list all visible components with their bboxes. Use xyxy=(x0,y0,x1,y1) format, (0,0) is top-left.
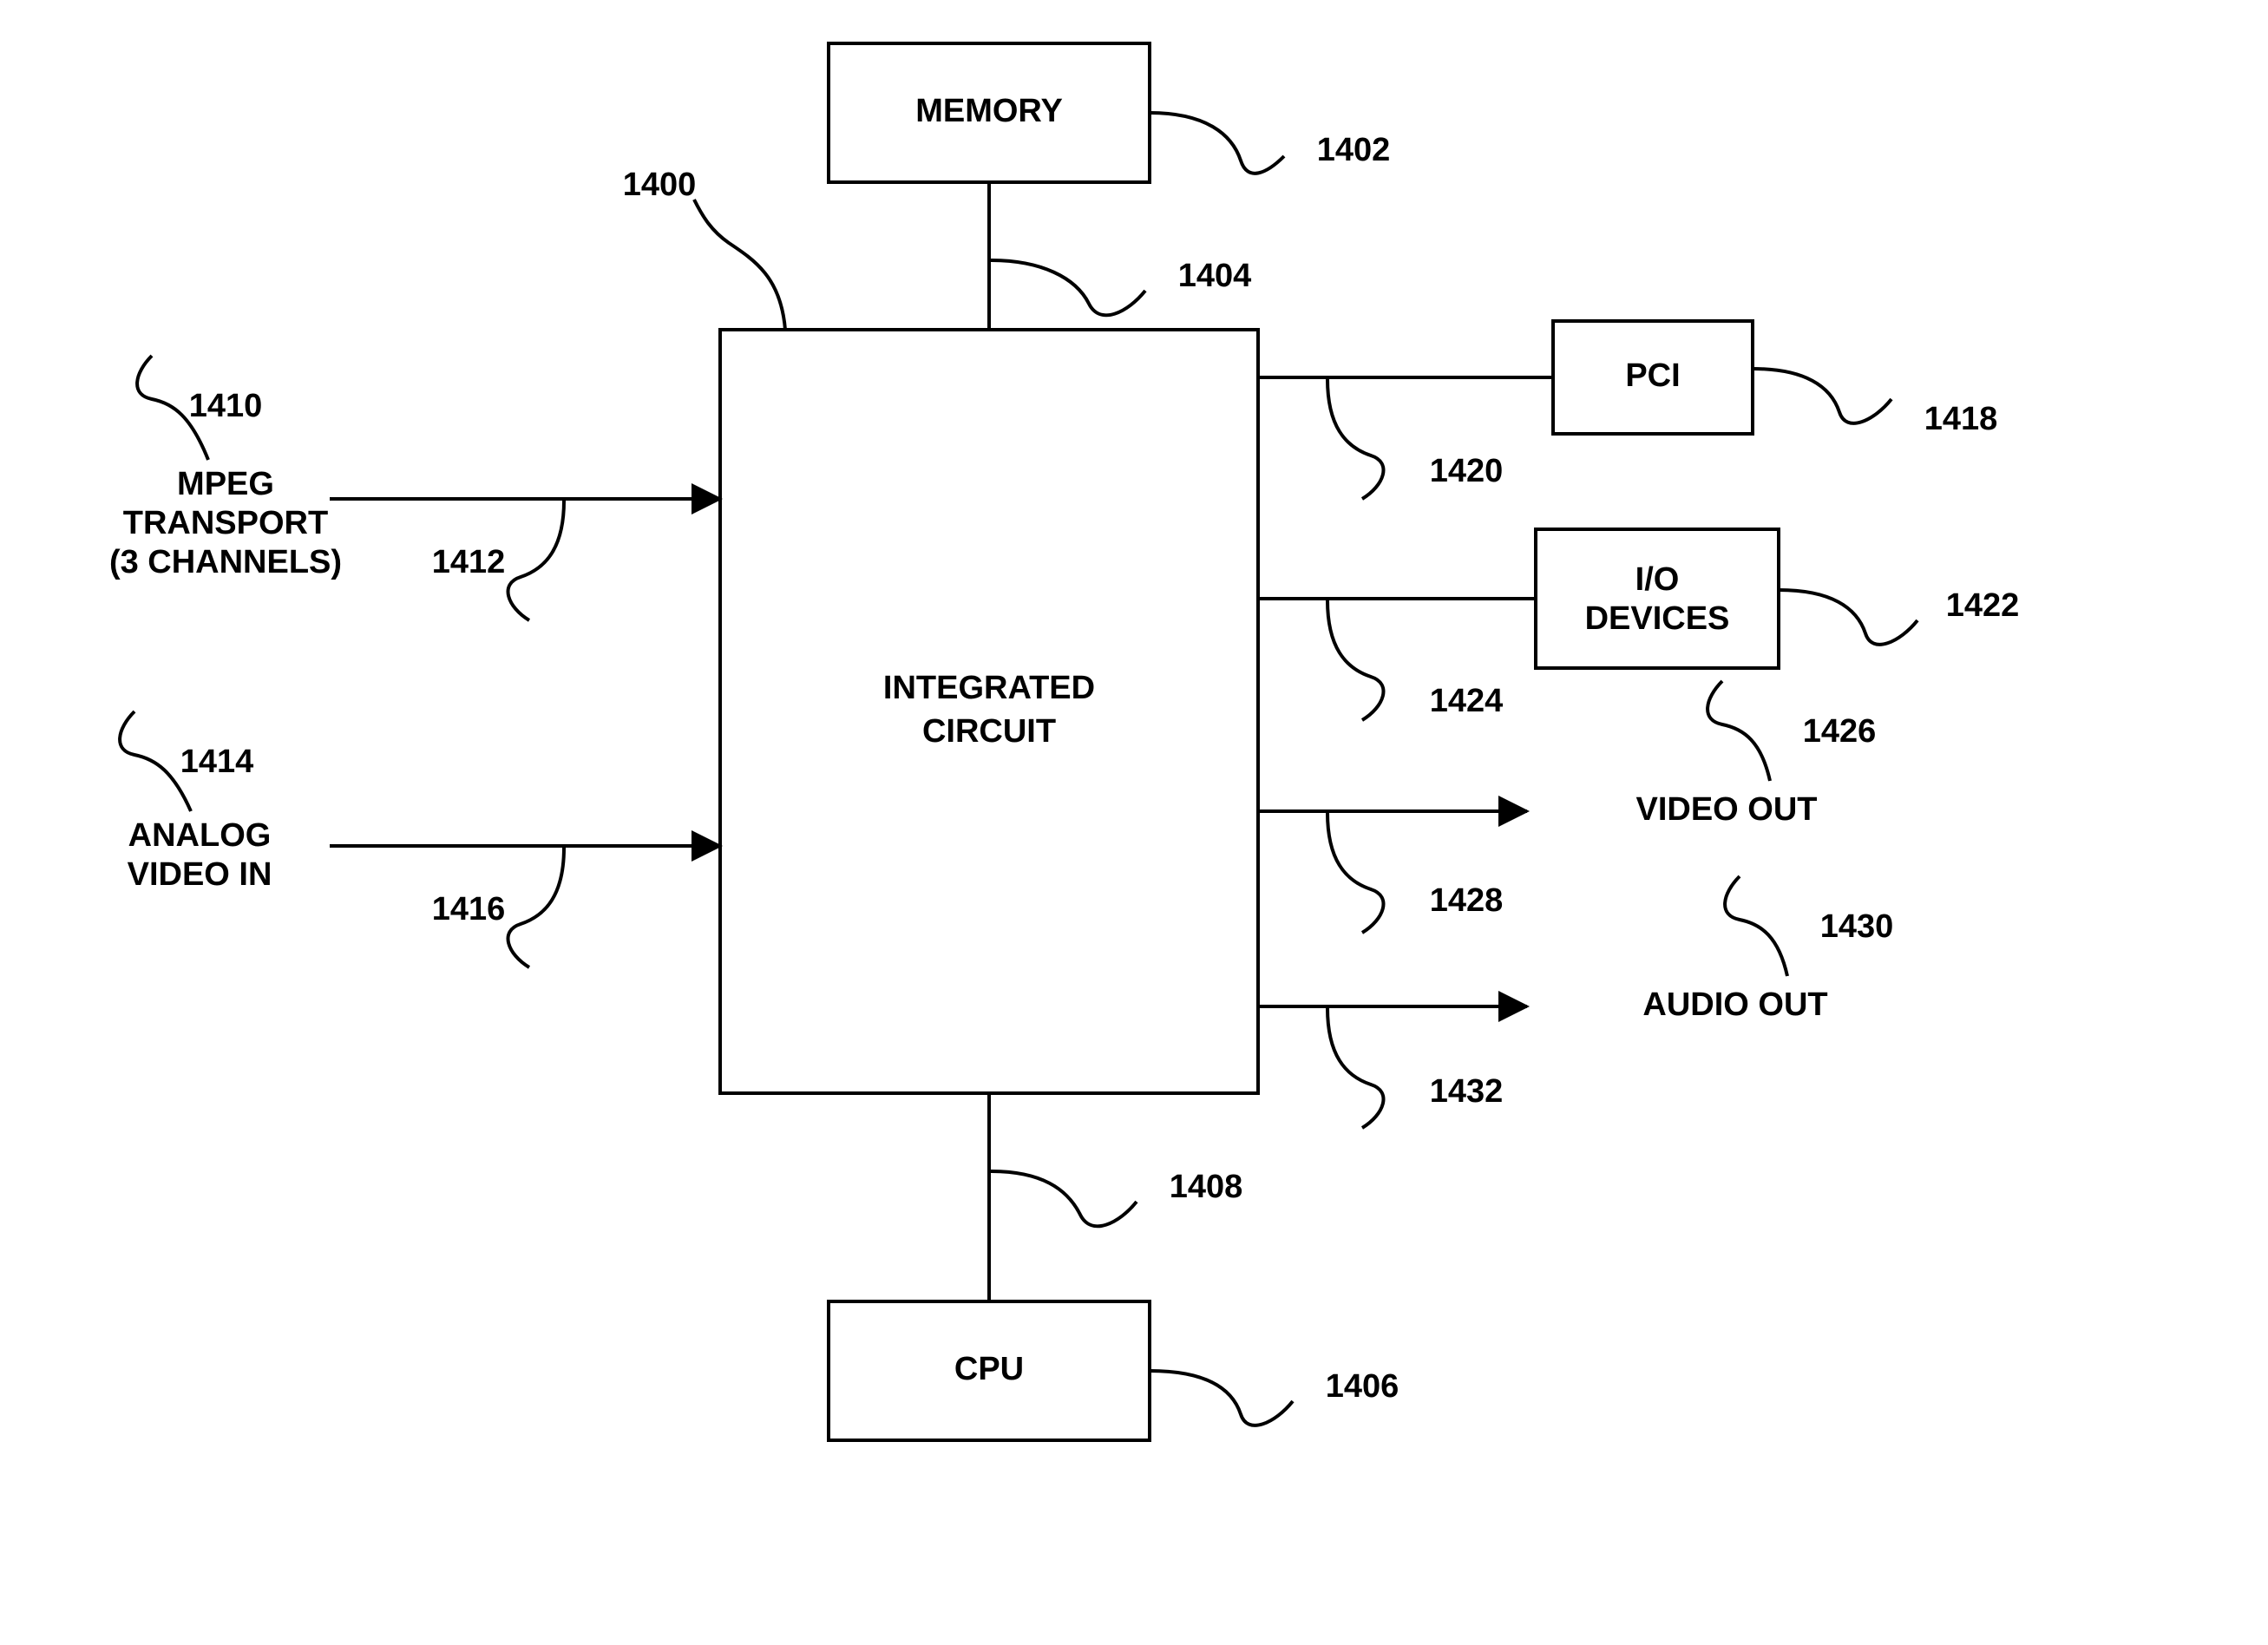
ref-1404: 1404 xyxy=(1178,258,1252,294)
video-out-label: VIDEO OUT xyxy=(1635,791,1817,828)
mpeg-label-2: TRANSPORT xyxy=(123,505,328,541)
analog-label-1: ANALOG xyxy=(128,817,272,854)
ic-label-line2: CIRCUIT xyxy=(922,713,1056,750)
lead-1416 xyxy=(508,848,564,967)
pci-label: PCI xyxy=(1625,357,1680,394)
lead-1428 xyxy=(1327,813,1383,933)
ref-1406: 1406 xyxy=(1326,1368,1399,1405)
ref-1420: 1420 xyxy=(1430,453,1504,489)
ref-1412: 1412 xyxy=(432,544,506,580)
ref-1408: 1408 xyxy=(1170,1169,1243,1205)
block-diagram: INTEGRATED CIRCUIT MEMORY CPU PCI I/O DE… xyxy=(0,0,2268,1645)
ref-1426: 1426 xyxy=(1803,713,1877,750)
memory-label: MEMORY xyxy=(915,93,1063,129)
lead-1400 xyxy=(694,200,785,330)
ic-label-line1: INTEGRATED xyxy=(883,670,1095,706)
lead-1426 xyxy=(1708,681,1770,781)
lead-1418 xyxy=(1753,369,1891,423)
ref-1432: 1432 xyxy=(1430,1073,1504,1110)
ref-1402: 1402 xyxy=(1317,132,1391,168)
lead-1420 xyxy=(1327,379,1383,499)
mpeg-label-3: (3 CHANNELS) xyxy=(109,544,342,580)
lead-1406 xyxy=(1150,1371,1293,1425)
mpeg-label-1: MPEG xyxy=(177,466,274,502)
lead-1404 xyxy=(991,260,1145,315)
io-label-line2: DEVICES xyxy=(1585,600,1730,637)
ref-1422: 1422 xyxy=(1946,587,2020,624)
ref-1410: 1410 xyxy=(189,388,263,424)
ic-block xyxy=(720,330,1258,1093)
io-block xyxy=(1536,529,1779,668)
ref-1428: 1428 xyxy=(1430,882,1504,919)
lead-1432 xyxy=(1327,1008,1383,1128)
lead-1424 xyxy=(1327,600,1383,720)
lead-1402 xyxy=(1150,113,1284,174)
lead-1412 xyxy=(508,501,564,620)
cpu-label: CPU xyxy=(954,1351,1024,1387)
ref-1424: 1424 xyxy=(1430,683,1504,719)
audio-out-label: AUDIO OUT xyxy=(1642,986,1827,1023)
ref-1414: 1414 xyxy=(180,744,254,780)
analog-label-2: VIDEO IN xyxy=(128,856,272,893)
ref-1400: 1400 xyxy=(623,167,697,203)
ref-1430: 1430 xyxy=(1820,908,1894,945)
lead-1422 xyxy=(1779,590,1917,645)
ref-1416: 1416 xyxy=(432,891,506,927)
lead-1430 xyxy=(1725,876,1787,976)
lead-1408 xyxy=(991,1171,1137,1226)
io-label-line1: I/O xyxy=(1635,561,1680,598)
ref-1418: 1418 xyxy=(1924,401,1998,437)
